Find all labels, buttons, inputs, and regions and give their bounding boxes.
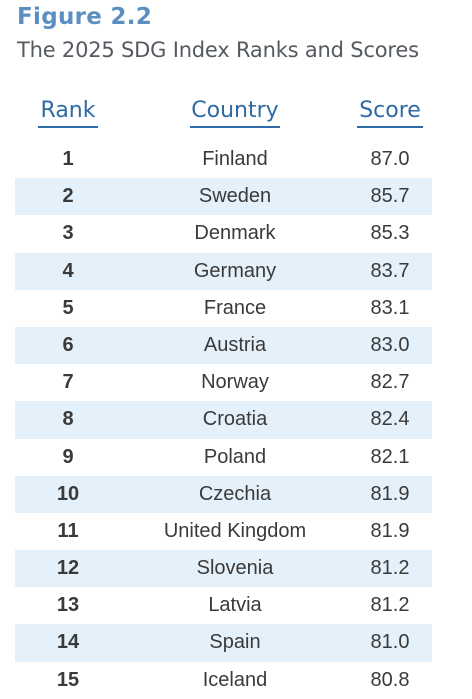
score-cell: 87.0: [370, 148, 410, 170]
table-row: 11 United Kingdom 81.9: [15, 513, 432, 550]
table-row: 15 Iceland 80.8: [15, 662, 432, 699]
rank-cell: 10: [56, 482, 80, 505]
score-cell: 80.8: [370, 668, 410, 691]
table-row: 7 Norway 82.7: [15, 364, 432, 401]
rank-cell: 3: [62, 222, 74, 245]
country-cell: Finland: [202, 148, 268, 170]
rank-table: 1 Finland 87.0 2 Sweden 85.7 3 Denmark 8…: [15, 141, 432, 699]
figure-label: Figure 2.2: [17, 4, 153, 30]
rank-cell: 7: [62, 371, 74, 394]
table-row: 2 Sweden 85.7: [15, 178, 432, 216]
country-cell: Germany: [193, 259, 277, 282]
country-cell: Austria: [203, 333, 267, 356]
country-cell: Denmark: [194, 222, 276, 245]
table-row: 12 Slovenia 81.2: [15, 550, 432, 588]
country-cell: Sweden: [198, 185, 272, 208]
table-row: 4 Germany 83.7: [15, 252, 432, 290]
table-row: 10 Czechia 81.9: [15, 475, 432, 513]
column-header-score: Score: [357, 98, 423, 128]
rank-cell: 6: [62, 333, 74, 356]
country-cell: Czechia: [198, 482, 272, 505]
table-row: 8 Croatia 82.4: [15, 401, 432, 439]
score-cell: 85.7: [370, 185, 410, 208]
score-cell: 81.9: [370, 482, 410, 505]
country-cell: Slovenia: [196, 557, 274, 580]
score-cell: 82.1: [370, 445, 410, 468]
score-cell: 83.1: [370, 296, 410, 319]
table-row: 9 Poland 82.1: [15, 439, 432, 476]
score-cell: 81.2: [370, 594, 410, 617]
score-cell: 81.2: [370, 557, 410, 580]
table-row: 14 Spain 81.0: [15, 624, 432, 662]
rank-cell: 11: [57, 519, 79, 542]
country-cell: Poland: [203, 445, 267, 468]
country-cell: France: [203, 296, 267, 319]
score-cell: 82.4: [370, 408, 410, 431]
table-row: 13 Latvia 81.2: [15, 587, 432, 624]
table-row: 1 Finland 87.0: [15, 141, 432, 178]
rank-cell: 1: [62, 148, 74, 170]
rank-cell: 15: [56, 668, 80, 691]
table-row: 5 France 83.1: [15, 290, 432, 327]
score-cell: 81.9: [370, 519, 410, 542]
rank-cell: 8: [62, 408, 74, 431]
rank-cell: 13: [56, 594, 80, 617]
column-header-country: Country: [190, 98, 280, 128]
table-row: 6 Austria 83.0: [15, 326, 432, 365]
figure-title: The 2025 SDG Index Ranks and Scores: [17, 38, 419, 62]
score-cell: 85.3: [370, 222, 410, 245]
rank-cell: 5: [62, 296, 74, 319]
rank-cell: 2: [62, 185, 74, 208]
table-row: 3 Denmark 85.3: [15, 215, 432, 252]
score-cell: 83.7: [370, 259, 410, 282]
country-cell: Iceland: [202, 668, 268, 691]
rank-cell: 14: [56, 631, 80, 654]
country-cell: Norway: [201, 371, 269, 394]
country-cell: Croatia: [202, 408, 268, 431]
column-header-rank: Rank: [38, 98, 98, 128]
score-cell: 81.0: [370, 631, 410, 654]
country-cell: United Kingdom: [163, 519, 307, 542]
country-cell: Latvia: [208, 594, 262, 617]
rank-cell: 4: [62, 259, 74, 282]
score-cell: 83.0: [370, 333, 410, 356]
country-cell: Spain: [209, 631, 261, 654]
score-cell: 82.7: [370, 371, 410, 394]
rank-cell: 9: [62, 445, 74, 468]
rank-cell: 12: [56, 557, 80, 580]
